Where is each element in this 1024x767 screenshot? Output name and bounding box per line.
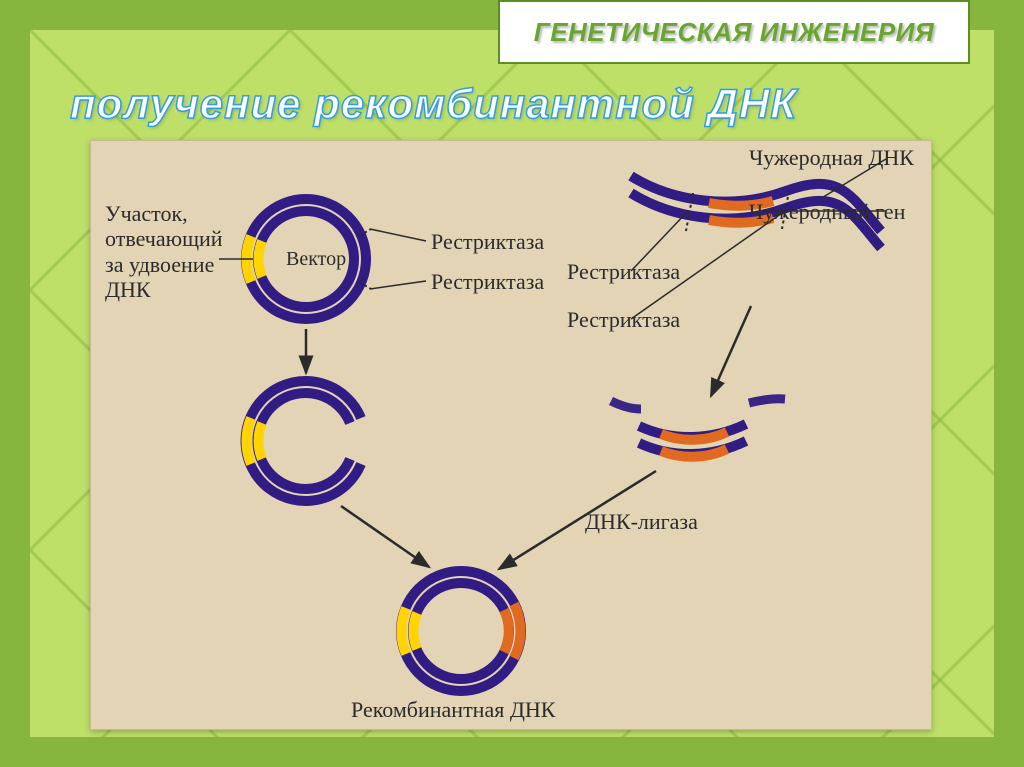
vector-label-text: Вектор <box>286 248 346 270</box>
fragment-flanks <box>611 399 785 409</box>
plasmid-recombinant <box>401 571 521 691</box>
arrow-2 <box>711 306 751 396</box>
slide-frame: Генетическая инженерия получение рекомби… <box>0 0 1024 767</box>
arrow-3 <box>341 506 429 567</box>
label-restrictase-2: Рестриктаза <box>431 269 544 294</box>
slide-title: получение рекомбинантной ДНК <box>70 80 797 128</box>
diagram-canvas: Вектор Участок, отвечающий за удвоение Д… <box>90 140 932 730</box>
header-box: Генетическая инженерия <box>498 0 970 64</box>
label-restrictase-1: Рестриктаза <box>431 229 544 254</box>
foreign-fragment <box>639 424 746 457</box>
label-foreign-gene: Чужеродный ген <box>749 199 905 224</box>
label-restrictase-3: Рестриктаза <box>567 259 680 284</box>
header-text: Генетическая инженерия <box>534 17 935 48</box>
label-ligase: ДНК-лигаза <box>585 509 698 534</box>
plasmid-cut <box>246 381 361 501</box>
label-replication: Участок, отвечающий за удвоение ДНК <box>105 201 223 302</box>
label-restrictase-4: Рестриктаза <box>567 307 680 332</box>
label-recombinant: Рекомбинантная ДНК <box>351 697 555 722</box>
label-foreign-dna: Чужеродная ДНК <box>749 145 914 170</box>
